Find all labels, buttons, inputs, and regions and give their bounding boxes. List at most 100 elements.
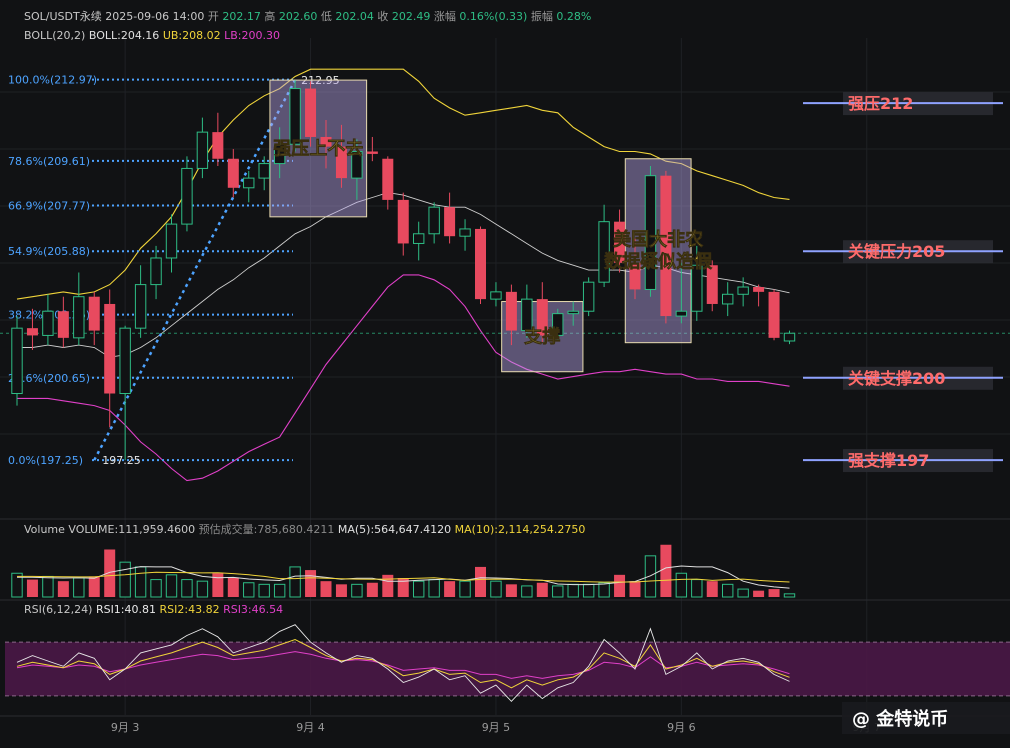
fib-label: 78.6%(209.61) [8, 155, 90, 168]
header-field: 0.16%(0.33) [459, 10, 527, 23]
volume-bar [351, 583, 363, 598]
annotation-text: 支撑 [523, 326, 560, 348]
volume-bar [134, 566, 147, 598]
volume-bar [413, 580, 425, 598]
annotation-text: 美国大非农 [613, 229, 703, 251]
candle-body [104, 303, 116, 394]
volume-bar [536, 582, 548, 597]
rsi-field: RSI3:46.54 [223, 603, 283, 616]
boll-legend: BOLL(20,2) BOLL:204.16 UB:208.02 LB:200.… [24, 29, 280, 42]
volume-field: 预估成交量:785,680.4211 [199, 522, 338, 536]
candle-body [722, 293, 734, 305]
volume-field: MA(5):564,647.4120 [338, 523, 455, 536]
volume-bar [335, 584, 347, 597]
rsi2-line [16, 638, 790, 689]
volume-bar [42, 575, 54, 598]
candle-body [212, 132, 224, 159]
volume-bar [88, 576, 100, 597]
volume-bar [582, 583, 595, 598]
volume-bar [475, 566, 486, 597]
volume-legend: Volume VOLUME:111,959.4600 预估成交量:785,680… [24, 522, 585, 536]
volume-bar [629, 581, 641, 597]
candle-body [783, 332, 796, 342]
rsi-field: RSI(6,12,24) [24, 603, 96, 616]
volume-bar [397, 578, 409, 597]
volume-bar [768, 589, 780, 597]
candle-body [505, 291, 517, 331]
volume-bar [26, 579, 38, 597]
candle-body [552, 313, 564, 336]
boll-field: BOLL(20,2) [24, 29, 89, 42]
key-level-label: 关键支撑200 [848, 369, 945, 388]
volume-bar [227, 578, 239, 597]
header-field: 202.60 [279, 10, 318, 23]
header-field: 202.17 [222, 10, 261, 23]
watermark: @ 金特说币 [852, 708, 948, 730]
key-level-label: 强压212 [848, 94, 913, 113]
boll-lower-line [17, 274, 790, 482]
candle-body [536, 299, 548, 336]
volume-bar [722, 583, 734, 598]
header-field: 涨幅 [430, 10, 459, 23]
candle-body [413, 233, 425, 244]
volume-bar [428, 579, 440, 598]
candle-body [567, 310, 579, 315]
candle-body [629, 262, 641, 290]
header-ohlc: SOL/USDT永续 2025-09-06 14:00 开 202.17 高 2… [24, 9, 591, 23]
candle-body [675, 310, 688, 317]
fib-label: 54.9%(205.88) [8, 245, 90, 258]
header-field: 低 [317, 10, 335, 23]
header-field: 振幅 [527, 9, 556, 23]
candle-body [88, 296, 100, 331]
volume-field: Volume [24, 523, 68, 536]
candle-body [305, 88, 317, 137]
candle-body [444, 207, 456, 237]
rsi-band [5, 642, 1010, 696]
volume-bar [598, 582, 610, 598]
volume-bar [104, 549, 116, 597]
header-field: 202.04 [335, 10, 374, 23]
annotation-box [269, 79, 368, 218]
volume-bar [783, 593, 796, 598]
fib-label: 21.6%(200.65) [8, 372, 90, 385]
candle-body [768, 291, 780, 338]
candle-body [459, 228, 471, 237]
candle-body [320, 136, 332, 147]
volume-bar [382, 574, 394, 597]
x-tick-label: 9月 3 [111, 721, 140, 734]
candle-body [490, 291, 502, 300]
watermark-bg [842, 702, 1010, 734]
volume-field: VOLUME:111,959.4600 [68, 523, 198, 536]
volume-field: MA(10):2,114,254.2750 [455, 523, 586, 536]
candle-body [660, 175, 672, 317]
annotation-text: 数据疑似造假 [604, 251, 713, 273]
candle-body [382, 158, 394, 200]
candle-body [150, 257, 162, 286]
candle-body [397, 199, 409, 244]
boll-field: LB:200.30 [224, 29, 280, 42]
fib-low-price: 197.25 [102, 454, 141, 467]
volume-bar [644, 555, 657, 598]
volume-bar [196, 580, 209, 598]
key-level-label: 关键压力205 [848, 242, 945, 261]
fib-label: 100.0%(212.97) [8, 74, 97, 87]
rsi-field: RSI1:40.81 [96, 603, 160, 616]
candle-body [737, 286, 749, 295]
candle-body [227, 158, 239, 188]
rsi-field: RSI2:43.82 [160, 603, 224, 616]
candle-body [614, 221, 626, 263]
candle-body [428, 206, 440, 235]
candle-body [289, 88, 301, 145]
header-field: 202.49 [392, 10, 431, 23]
volume-bar [150, 579, 162, 598]
candle-body [273, 143, 286, 165]
rsi-legend: RSI(6,12,24) RSI1:40.81 RSI2:43.82 RSI3:… [24, 603, 283, 616]
fib-label: 0.0%(197.25) [8, 454, 83, 467]
candle-body [644, 175, 657, 290]
volume-bar [320, 581, 332, 597]
header-field: SOL/USDT永续 [24, 9, 102, 23]
volume-bar [614, 574, 626, 597]
candle-body [11, 327, 23, 395]
